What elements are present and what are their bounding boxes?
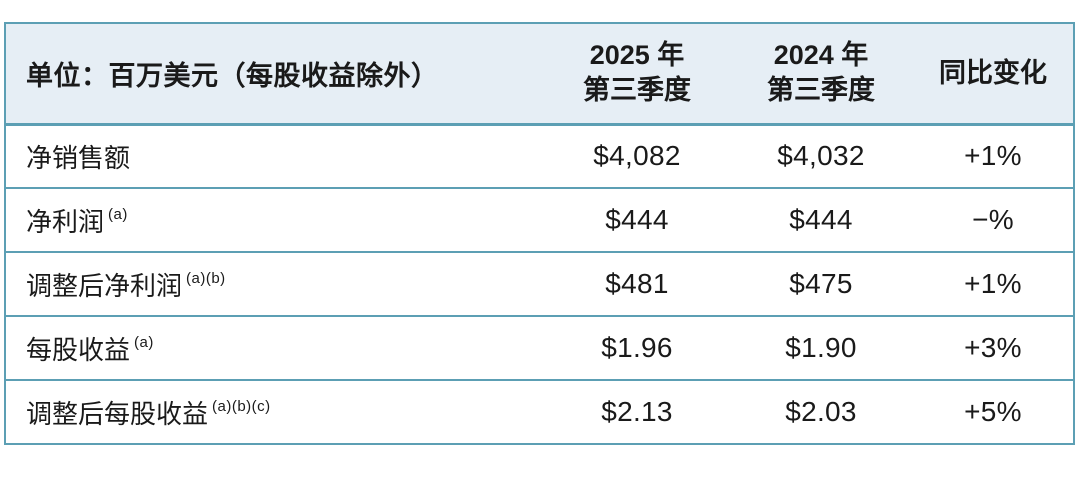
row-label-adjusted-eps: 调整后每股收益 (a)(b)(c) <box>5 379 545 444</box>
row-label-net-income: 净利润 (a) <box>5 187 545 252</box>
row-label-text: 调整后每股收益 <box>26 398 209 429</box>
row-label-text: 净销售额 <box>26 142 131 173</box>
value-2025: $2.13 <box>545 379 729 444</box>
value-2024: $1.90 <box>729 315 913 380</box>
value-2024: $475 <box>729 251 913 316</box>
value-2024: $4,032 <box>777 140 865 172</box>
row-label-text: 每股收益 <box>26 334 131 365</box>
value-2024: $2.03 <box>729 379 913 444</box>
row-label-text: 净利润 <box>26 206 105 237</box>
column-header-2025-line2: 第三季度 <box>583 75 691 106</box>
footnote-marker: (a) <box>134 333 154 351</box>
table-row: 调整后净利润 (a)(b) $481 $475 +1% <box>5 251 1074 316</box>
column-header-2024-line2: 第三季度 <box>767 75 875 106</box>
value-yoy: −% <box>913 187 1074 252</box>
footnote-marker: (a)(b)(c) <box>212 397 271 415</box>
row-label-text: 调整后净利润 <box>26 270 183 301</box>
value-2025: $4,082 <box>593 140 681 172</box>
value-2025: $1.96 <box>545 315 729 380</box>
row-label-eps: 每股收益 (a) <box>5 315 545 380</box>
unit-label: 单位：百万美元（每股收益除外） <box>5 23 545 126</box>
column-header-yoy-change: 同比变化 <box>913 23 1074 126</box>
value-2025: $444 <box>545 187 729 252</box>
table-row: 调整后每股收益 (a)(b)(c) $2.13 $2.03 +5% <box>5 379 1074 444</box>
table-row: 净利润 (a) $444 $444 −% <box>5 187 1074 252</box>
column-header-2025-q3: 2025 年 第三季度 <box>545 23 729 126</box>
column-header-2025-line1: 2025 年 <box>589 40 685 71</box>
value-yoy: +1% <box>964 140 1022 172</box>
value-yoy: +3% <box>913 315 1074 380</box>
value-yoy: +1% <box>913 251 1074 316</box>
header-row: 单位：百万美元（每股收益除外） 2025 年 第三季度 2024 年 第三季度 … <box>5 23 1074 126</box>
table-row: 每股收益 (a) $1.96 $1.90 +3% <box>5 315 1074 380</box>
value-yoy: +5% <box>913 379 1074 444</box>
table-header: 单位：百万美元（每股收益除外） 2025 年 第三季度 2024 年 第三季度 … <box>5 23 1074 126</box>
table-row: 净销售额 $4,082 $4,032 +1% <box>5 124 1074 188</box>
value-2025: $481 <box>545 251 729 316</box>
footnote-marker: (a) <box>108 205 128 223</box>
row-label-net-sales: 净销售额 <box>5 124 545 188</box>
column-header-2024-q3: 2024 年 第三季度 <box>729 23 913 126</box>
table-body: 净销售额 $4,082 $4,032 +1% 净利润 (a) $444 $444 … <box>5 124 1074 444</box>
footnote-marker: (a)(b) <box>186 269 226 287</box>
row-label-adjusted-net-income: 调整后净利润 (a)(b) <box>5 251 545 316</box>
financial-summary-table: 单位：百万美元（每股收益除外） 2025 年 第三季度 2024 年 第三季度 … <box>4 22 1075 445</box>
value-2024: $444 <box>729 187 913 252</box>
column-header-2024-line1: 2024 年 <box>773 40 869 71</box>
